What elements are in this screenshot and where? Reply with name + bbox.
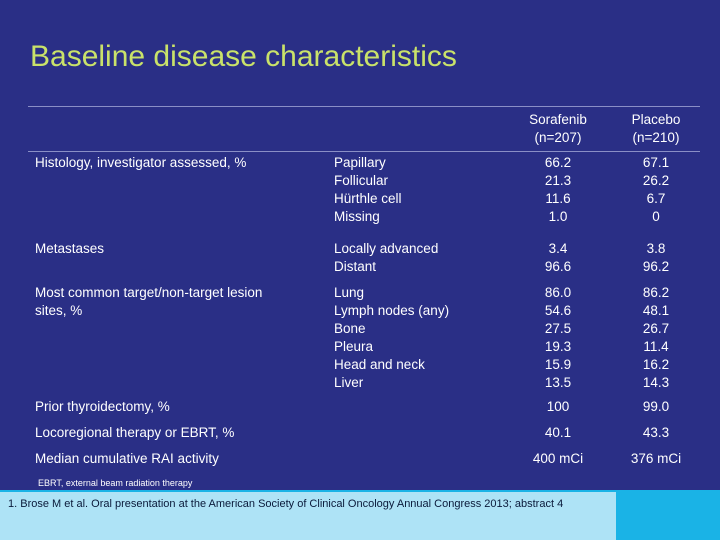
reference-text: 1. Brose M et al. Oral presentation at t… xyxy=(8,498,564,510)
row-subcategories-line: Head and neck xyxy=(334,357,425,372)
row-placebo-values-line: 16.2 xyxy=(642,357,670,372)
row-label-line: sites, % xyxy=(35,303,83,318)
row-sorafenib-values-line: 54.6 xyxy=(544,303,572,318)
row-sorafenib-values-line: 11.6 xyxy=(545,191,571,206)
row-placebo-values-line: 43.3 xyxy=(642,425,670,440)
table-row: Most common target/non-target lesion site… xyxy=(28,282,700,396)
row-label: Prior thyroidectomy, % xyxy=(35,398,315,416)
row-subcategories: Locally advanced Distant xyxy=(334,240,504,276)
reference-box: 1. Brose M et al. Oral presentation at t… xyxy=(0,492,616,540)
row-subcategories-line: Bone xyxy=(334,321,366,336)
header-placebo-name: Placebo xyxy=(631,112,681,127)
row-placebo-values: 86.2 48.1 26.7 11.4 16.2 14.3 xyxy=(596,284,716,392)
footnote: EBRT, external beam radiation therapy xyxy=(38,478,193,488)
row-subcategories-line: Follicular xyxy=(334,173,389,188)
table-top-rule xyxy=(28,106,700,107)
row-placebo-values-line: 0 xyxy=(652,209,660,224)
table-row: Median cumulative RAI activity 400 mCi 376… xyxy=(28,448,700,478)
header-sorafenib-n: (n=207) xyxy=(534,130,582,145)
table-row: Prior thyroidectomy, % 100 99.0 xyxy=(28,396,700,422)
row-subcategories-line: Lung xyxy=(334,285,365,300)
row-sorafenib-values-line: 21.3 xyxy=(544,173,572,188)
table-header-row: Sorafenib (n=207) Placebo (n=210) xyxy=(28,107,700,151)
row-placebo-values-line: 99.0 xyxy=(642,399,670,414)
row-sorafenib-values-line: 66.2 xyxy=(544,155,572,170)
row-sorafenib-values-line: 3.4 xyxy=(548,241,568,256)
row-sorafenib-values: 40.1 xyxy=(498,424,618,442)
row-label-line: Median cumulative RAI activity xyxy=(35,451,219,466)
row-label: Median cumulative RAI activity xyxy=(35,450,315,468)
row-label: Metastases xyxy=(35,240,315,258)
row-sorafenib-values-line: 27.5 xyxy=(544,321,572,336)
row-sorafenib-values-line: 400 mCi xyxy=(532,451,584,466)
row-subcategories: Papillary Follicular Hürthle cell Missing xyxy=(334,154,504,226)
table-header-rule xyxy=(28,151,700,152)
row-sorafenib-values-line: 96.6 xyxy=(544,259,572,274)
row-placebo-values-line: 376 mCi xyxy=(630,451,682,466)
table-row: Histology, investigator assessed, % Papil… xyxy=(28,152,700,238)
row-sorafenib-values: 66.2 21.3 11.6 1.0 xyxy=(498,154,618,226)
row-placebo-values-line: 48.1 xyxy=(642,303,670,318)
row-sorafenib-values: 100 xyxy=(498,398,618,416)
row-sorafenib-values-line: 40.1 xyxy=(544,425,572,440)
row-label-line: Prior thyroidectomy, % xyxy=(35,399,170,414)
row-sorafenib-values-line: 86.0 xyxy=(544,285,572,300)
table-body: Histology, investigator assessed, % Papil… xyxy=(28,152,700,478)
row-placebo-values-line: 11.4 xyxy=(643,339,669,354)
row-label-line: Most common target/non-target lesion xyxy=(35,285,263,300)
row-placebo-values-line: 26.2 xyxy=(642,173,670,188)
row-sorafenib-values: 86.0 54.6 27.5 19.3 15.9 13.5 xyxy=(498,284,618,392)
header-sorafenib: Sorafenib (n=207) xyxy=(498,111,618,147)
row-label-line: Locoregional therapy or EBRT, % xyxy=(35,425,235,440)
row-label: Locoregional therapy or EBRT, % xyxy=(35,424,315,442)
row-label: Histology, investigator assessed, % xyxy=(35,154,315,172)
row-sorafenib-values-line: 15.9 xyxy=(544,357,572,372)
row-sorafenib-values: 400 mCi xyxy=(498,450,618,468)
row-placebo-values: 43.3 xyxy=(596,424,716,442)
row-placebo-values: 376 mCi xyxy=(596,450,716,468)
header-placebo: Placebo (n=210) xyxy=(596,111,716,147)
row-label-line: Histology, investigator assessed, % xyxy=(35,155,247,170)
row-placebo-values: 3.8 96.2 xyxy=(596,240,716,276)
row-sorafenib-values-line: 13.5 xyxy=(544,375,572,390)
row-subcategories: Lung Lymph nodes (any) Bone Pleura Head and … xyxy=(334,284,504,392)
table-row: Metastases Locally advanced Distant 3.4 96.6… xyxy=(28,238,700,282)
row-subcategories-line: Papillary xyxy=(334,155,386,170)
header-sorafenib-name: Sorafenib xyxy=(529,112,587,127)
row-placebo-values: 99.0 xyxy=(596,398,716,416)
characteristics-table: Sorafenib (n=207) Placebo (n=210) Histol… xyxy=(28,106,700,478)
row-placebo-values-line: 14.3 xyxy=(642,375,670,390)
slide-title: Baseline disease characteristics xyxy=(30,40,457,73)
row-subcategories-line: Missing xyxy=(334,209,380,224)
header-placebo-n: (n=210) xyxy=(632,130,680,145)
row-placebo-values-line: 3.8 xyxy=(646,241,666,256)
row-subcategories-line: Liver xyxy=(334,375,364,390)
row-placebo-values-line: 6.7 xyxy=(646,191,666,206)
row-subcategories-line: Hürthle cell xyxy=(334,191,402,206)
row-subcategories-line: Lymph nodes (any) xyxy=(334,303,450,318)
row-sorafenib-values-line: 1.0 xyxy=(548,209,568,224)
row-subcategories-line: Locally advanced xyxy=(334,241,439,256)
row-placebo-values-line: 26.7 xyxy=(642,321,670,336)
row-placebo-values-line: 96.2 xyxy=(642,259,670,274)
row-placebo-values: 67.1 26.2 6.7 0 xyxy=(596,154,716,226)
row-sorafenib-values: 3.4 96.6 xyxy=(498,240,618,276)
row-subcategories-line: Pleura xyxy=(334,339,374,354)
row-subcategories-line: Distant xyxy=(334,259,377,274)
row-label: Most common target/non-target lesion site… xyxy=(35,284,315,320)
table-row: Locoregional therapy or EBRT, % 40.1 43.3 xyxy=(28,422,700,448)
row-placebo-values-line: 86.2 xyxy=(642,285,670,300)
row-sorafenib-values-line: 100 xyxy=(546,399,570,414)
row-label-line: Metastases xyxy=(35,241,105,256)
row-sorafenib-values-line: 19.3 xyxy=(544,339,572,354)
row-placebo-values-line: 67.1 xyxy=(642,155,670,170)
